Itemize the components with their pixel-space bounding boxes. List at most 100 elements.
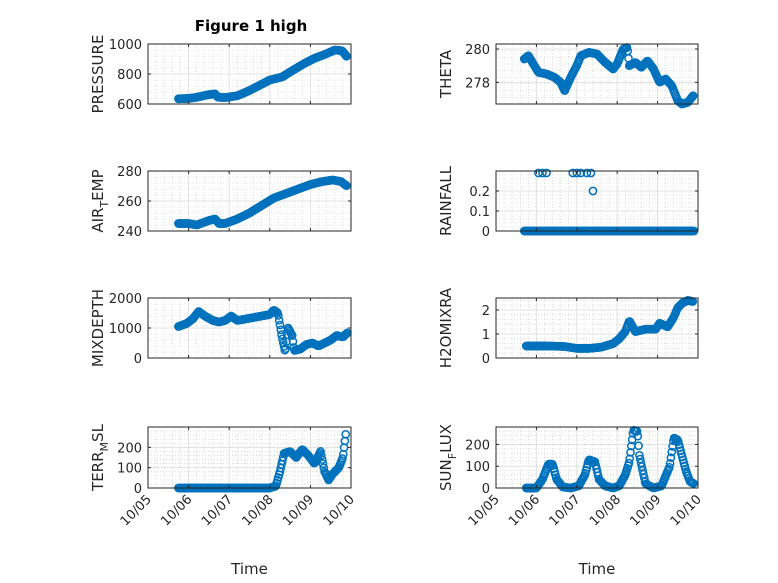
x-tick-label: 10/06	[158, 492, 195, 529]
data-point	[632, 426, 642, 436]
x-tick-label: 10/06	[506, 492, 543, 529]
x-tick-label: 10/05	[118, 492, 155, 529]
data-point	[275, 320, 285, 330]
y-tick-label: 2000	[109, 292, 142, 307]
subplot-7: 0 100 200 10/05 10/06 10/07 10/08 10/09 10/10 TER…	[89, 423, 358, 578]
x-axis-label: Time	[230, 560, 268, 578]
y-tick-label: 260	[117, 195, 142, 210]
data-point	[341, 430, 351, 439]
y-axis-label: SUNFLUX	[437, 424, 459, 491]
series-points	[174, 175, 351, 230]
data-point	[666, 453, 676, 463]
data-point	[586, 168, 596, 178]
x-tick-label: 10/07	[547, 492, 584, 529]
data-point	[588, 186, 598, 196]
subplot-6: 0 1 2 H2OMIXRA	[437, 287, 699, 368]
data-point	[634, 441, 643, 451]
data-point	[316, 447, 325, 456]
data-point	[287, 331, 297, 340]
x-tick-label: 10/05	[466, 492, 503, 529]
subplot-8: 0 100 200 10/05 10/06 10/07 10/08 10/09 10/10 SUN…	[437, 424, 705, 578]
axes-box	[495, 43, 699, 105]
y-tick-label: 200	[117, 441, 142, 456]
y-tick-label: 0	[482, 352, 490, 367]
y-tick-label: 0	[482, 225, 490, 240]
data-point	[318, 459, 328, 468]
series-points	[174, 305, 352, 355]
y-tick-label: 100	[465, 460, 490, 475]
y-tick-label: 278	[465, 76, 490, 91]
y-tick-label: 2	[482, 304, 490, 319]
data-point	[274, 315, 284, 325]
data-point	[667, 447, 677, 457]
x-tick-label: 10/08	[587, 492, 624, 529]
y-axis-label: TERRMSL	[89, 423, 111, 492]
data-point	[317, 455, 327, 464]
data-point	[319, 463, 329, 473]
x-tick-label: 10/09	[627, 492, 664, 529]
x-axis-label: Time	[578, 560, 616, 578]
data-point	[273, 311, 283, 320]
data-point	[288, 337, 298, 346]
x-tick-label: 10/10	[668, 492, 705, 529]
y-tick-label: 0.2	[469, 185, 490, 200]
y-tick-label: 1000	[109, 322, 142, 337]
data-point	[625, 454, 635, 464]
y-axis-label: MIXDEPTH	[89, 289, 107, 367]
x-tick-label: 10/08	[240, 492, 277, 529]
data-point	[342, 181, 351, 191]
subplot-4: 0 0.1 0.2 RAINFALL	[437, 165, 699, 240]
data-point	[665, 459, 675, 468]
data-point	[317, 451, 326, 460]
y-tick-label: 0	[134, 482, 142, 497]
x-tick-label: 10/07	[199, 492, 236, 529]
data-point	[626, 448, 635, 457]
plot-area	[496, 171, 698, 231]
y-axis-label: THETA	[437, 49, 455, 99]
y-tick-label: 100	[117, 462, 142, 477]
x-tick-label: 10/09	[280, 492, 317, 529]
y-tick-label: 0.1	[469, 205, 490, 220]
x-tick-label: 10/10	[321, 492, 358, 529]
y-tick-label: 240	[117, 225, 142, 240]
data-point	[689, 479, 698, 488]
axes-box	[147, 426, 352, 489]
y-axis-label: H2OMIXRA	[437, 287, 455, 368]
data-point	[624, 458, 634, 468]
data-point	[534, 168, 543, 178]
series-points	[174, 45, 351, 104]
axes-box	[495, 170, 699, 232]
y-axis-label: RAINFALL	[437, 165, 455, 236]
data-point	[664, 462, 674, 472]
data-point	[582, 168, 592, 178]
data-point	[277, 330, 286, 339]
y-tick-label: 200	[465, 438, 490, 453]
y-tick-label: 600	[117, 98, 142, 113]
axes-box	[495, 297, 699, 359]
data-point	[279, 342, 289, 351]
y-tick-label: 0	[134, 352, 142, 367]
y-axis-label: AIRTEMP	[89, 169, 111, 232]
y-tick-label: 800	[117, 68, 142, 83]
data-point	[538, 168, 547, 178]
data-point	[572, 168, 582, 178]
y-tick-label: 280	[465, 43, 490, 58]
y-tick-label: 1000	[109, 38, 142, 53]
y-tick-label: 1	[482, 328, 490, 343]
data-point	[633, 431, 643, 441]
data-point	[542, 168, 551, 178]
data-point	[338, 454, 347, 463]
axes-box	[495, 426, 699, 489]
y-tick-label: 0	[482, 482, 490, 497]
y-tick-label: 280	[117, 165, 142, 180]
series-points	[521, 296, 698, 353]
figure-title: Figure 1 high	[195, 17, 308, 35]
data-point	[342, 51, 351, 61]
subplot-2: 278 280 THETA	[437, 43, 699, 109]
subplot-3: 240 260 280 AIRTEMP	[89, 165, 352, 240]
y-axis-label: PRESSURE	[89, 35, 107, 114]
